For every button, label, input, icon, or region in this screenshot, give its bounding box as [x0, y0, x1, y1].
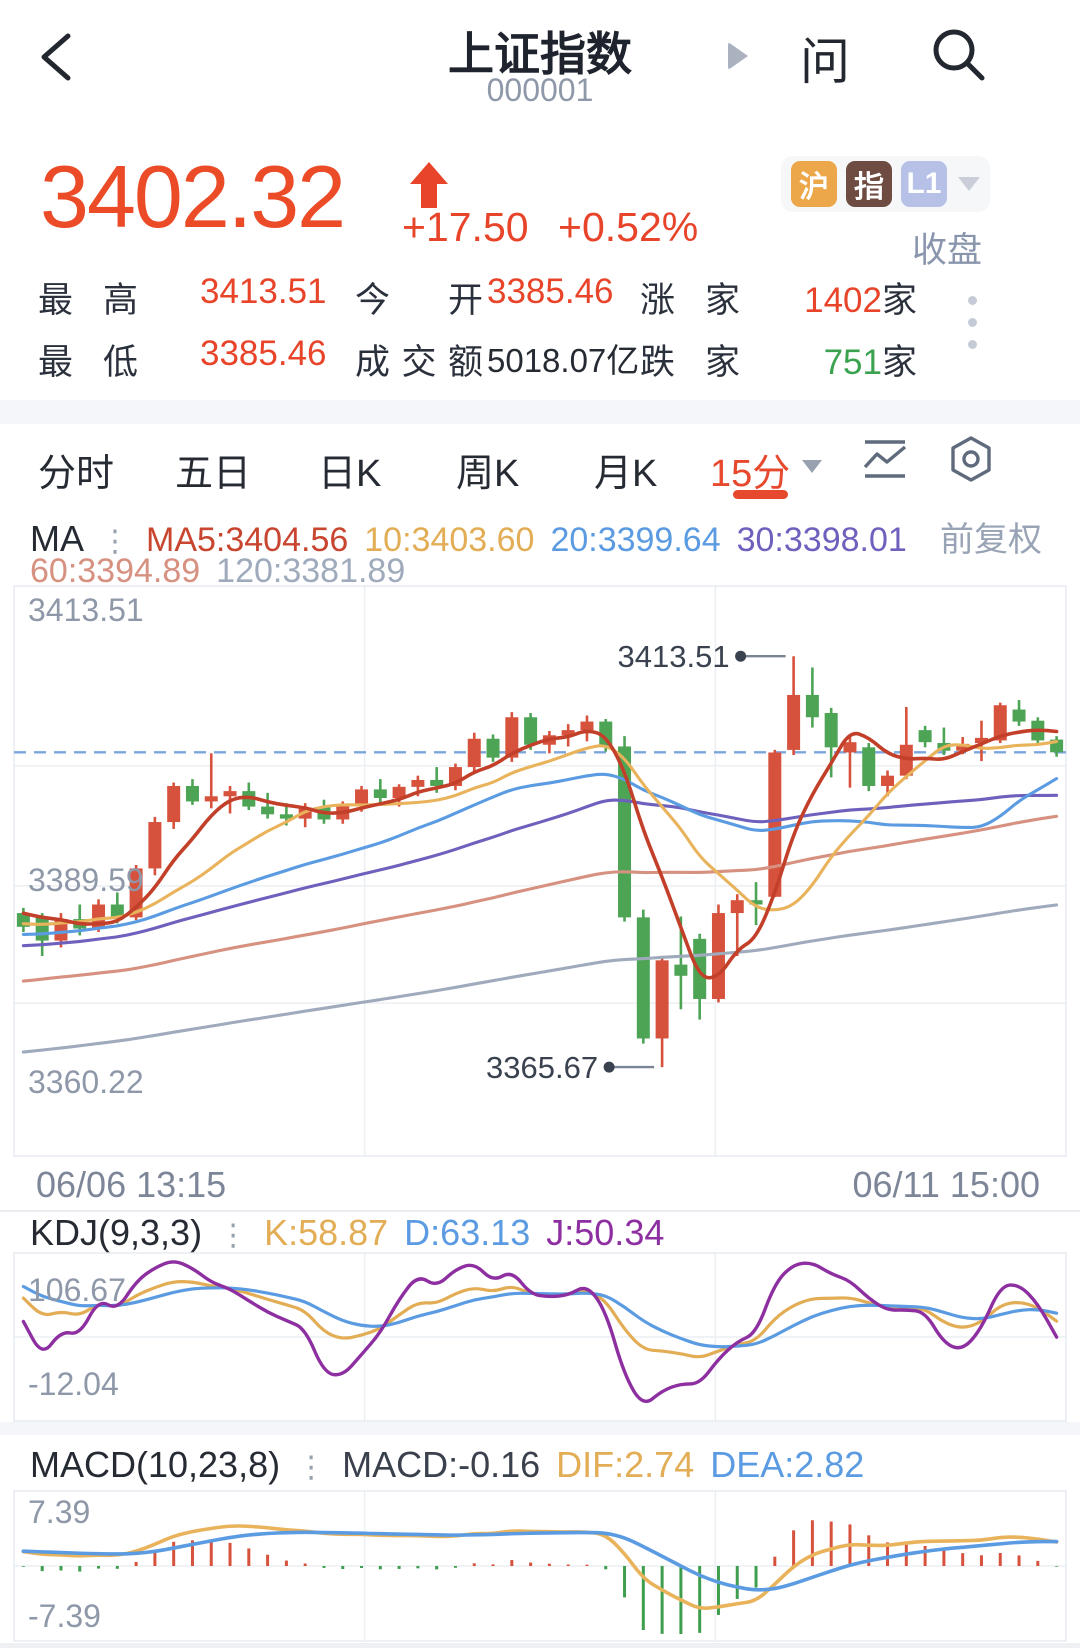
stock-code: 000001: [486, 72, 594, 108]
back-button[interactable]: [30, 28, 86, 86]
stat-advancers-value: 1402家: [717, 272, 917, 323]
price-change-percent: +0.52%: [558, 204, 699, 250]
tab-period-dropdown-icon[interactable]: [802, 460, 822, 473]
price-chart-svg: 3413.51 3365.67: [13, 585, 1067, 1157]
kdj-d-value: D:63.13: [404, 1212, 531, 1253]
ma-legend-row2: 60:3394.89 120:3381.89: [0, 552, 1080, 591]
kdj-axis-top: 106.67: [28, 1272, 126, 1308]
ma30-value: 30:3398.01: [736, 521, 907, 559]
macd-value: MACD:-0.16: [342, 1444, 541, 1485]
market-badges: 沪 指 L1: [781, 156, 990, 212]
high-annotation: 3413.51: [618, 639, 730, 674]
advancers-unit: 家: [881, 281, 917, 320]
adjust-mode-label[interactable]: 前复权: [940, 521, 1042, 559]
badge-index: 指: [846, 161, 892, 207]
tab-5day[interactable]: 五日: [175, 453, 252, 495]
decliners-unit: 家: [881, 343, 917, 382]
quote-stats: 最高 3413.51 今开 3385.46 涨家 1402家 最低 3385.4…: [0, 268, 1080, 400]
tab-weekly-k[interactable]: 周K: [456, 453, 520, 495]
divider-line: [0, 1210, 1080, 1212]
ask-button[interactable]: 问: [800, 34, 850, 90]
title-next-icon[interactable]: [728, 42, 748, 70]
kdj-axis-bottom: -12.04: [28, 1366, 119, 1402]
up-arrow-icon: [410, 162, 448, 208]
stat-turnover-value: 5018.07亿: [487, 342, 640, 379]
decliners-number: 751: [823, 343, 882, 382]
stat-turnover-label: 成交额: [355, 343, 483, 382]
stat-open-label: 今开: [355, 281, 483, 320]
ma-more-icon[interactable]: ⋮: [100, 525, 130, 558]
macd-dea-value: DEA:2.82: [710, 1444, 865, 1485]
time-axis-start: 06/06 13:15: [36, 1164, 227, 1205]
badge-quote-level[interactable]: L1: [901, 161, 947, 207]
ma20-value: 20:3399.64: [550, 521, 721, 559]
kdj-legend: KDJ(9,3,3) ⋮ K:58.87 D:63.13 J:50.34: [0, 1212, 1080, 1254]
chart-settings-icon[interactable]: [946, 434, 996, 484]
macd-more-icon[interactable]: ⋮: [296, 1451, 327, 1484]
macd-title: MACD(10,23,8): [30, 1444, 281, 1485]
macd-chart[interactable]: [0, 1490, 1080, 1642]
badge-sh: 沪: [791, 161, 837, 207]
search-icon[interactable]: [928, 24, 988, 84]
kdj-chart[interactable]: [0, 1252, 1080, 1422]
overlay-chart-icon[interactable]: [860, 434, 910, 484]
time-axis: 06/06 13:15 06/11 15:00: [0, 1164, 1080, 1208]
macd-legend: MACD(10,23,8) ⋮ MACD:-0.16 DIF:2.74 DEA:…: [0, 1444, 1080, 1486]
more-stats-menu[interactable]: [966, 296, 978, 356]
ma60-value: 60:3394.89: [30, 552, 201, 590]
macd-axis-bottom: -7.39: [28, 1598, 101, 1634]
macd-axis-top: 7.39: [28, 1494, 91, 1530]
stat-low-label: 最低: [38, 343, 138, 382]
kdj-j-value: J:50.34: [546, 1212, 665, 1253]
tab-daily-k[interactable]: 日K: [318, 453, 382, 495]
macd-dif-value: DIF:2.74: [556, 1444, 695, 1485]
ma-legend-row1: MA ⋮ MA5:3404.56 10:3403.60 20:3399.64 3…: [0, 512, 1080, 561]
tab-monthly-k[interactable]: 月K: [594, 453, 658, 495]
stat-advancers-label: 涨家: [640, 281, 740, 320]
current-price: 3402.32: [40, 147, 346, 246]
stat-decliners-label: 跌家: [640, 343, 740, 382]
stat-high-label: 最高: [38, 281, 138, 320]
tab-minute[interactable]: 分时: [38, 453, 115, 495]
macd-chart-svg: [13, 1490, 1067, 1642]
time-axis-end: 06/11 15:00: [852, 1164, 1040, 1205]
stat-decliners-value: 751家: [717, 334, 917, 385]
low-annotation: 3365.67: [486, 1050, 598, 1085]
kdj-more-icon[interactable]: ⋮: [218, 1219, 249, 1252]
stat-high-value: 3413.51: [200, 272, 327, 311]
kdj-chart-svg: [13, 1252, 1067, 1422]
session-status: 收盘: [911, 231, 982, 270]
section-divider: [0, 400, 1080, 424]
stat-low-value: 3385.46: [200, 334, 327, 373]
bottom-strip: [0, 1643, 1080, 1648]
kdj-k-value: K:58.87: [264, 1212, 389, 1253]
ma120-value: 120:3381.89: [216, 552, 406, 590]
page-title: 上证指数: [448, 28, 632, 80]
ma10-value: 10:3403.60: [364, 521, 535, 559]
price-axis-mid: 3389.59: [28, 862, 144, 898]
advancers-number: 1402: [804, 281, 882, 320]
tab-15min-active[interactable]: 15分: [710, 453, 791, 495]
section-divider2: [0, 1422, 1080, 1435]
stat-open-value: 3385.46: [487, 272, 614, 311]
badge-dropdown-icon[interactable]: [958, 177, 980, 191]
price-change: +17.50: [402, 204, 529, 250]
active-tab-underline: [733, 490, 788, 499]
period-tab-bar: 分时 五日 日K 周K 月K 15分: [0, 428, 1080, 506]
ma5-value: MA5:3404.56: [146, 521, 349, 559]
ma-legend-prefix: MA: [30, 518, 84, 559]
price-chart[interactable]: 3413.51 3365.67: [0, 585, 1080, 1157]
price-axis-bottom: 3360.22: [28, 1064, 144, 1100]
kdj-title: KDJ(9,3,3): [30, 1212, 203, 1253]
price-axis-top: 3413.51: [28, 592, 144, 628]
